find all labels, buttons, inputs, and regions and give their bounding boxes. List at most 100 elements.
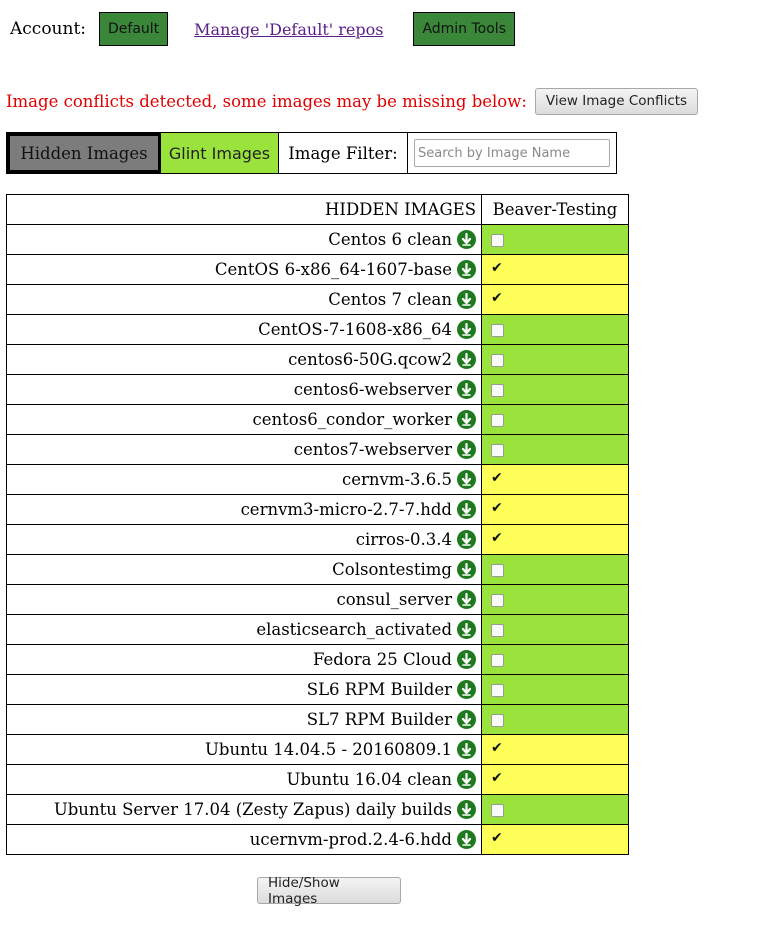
image-share-checkbox[interactable] bbox=[491, 804, 504, 817]
download-arrow-icon[interactable] bbox=[457, 740, 476, 759]
table-row: Centos 7 clean bbox=[6, 284, 629, 315]
image-name-cell: Centos 6 clean bbox=[6, 224, 482, 255]
image-name-wrapper: CentOS-7-1608-x86_64 bbox=[258, 320, 476, 339]
download-arrow-icon[interactable] bbox=[457, 470, 476, 489]
image-tabs: Hidden Images Glint Images Image Filter: bbox=[6, 132, 617, 174]
download-arrow-icon[interactable] bbox=[457, 650, 476, 669]
image-name-wrapper: elasticsearch_activated bbox=[256, 620, 476, 639]
image-share-checkbox[interactable] bbox=[491, 830, 504, 847]
project-checkbox-cell bbox=[481, 704, 629, 735]
table-row: SL6 RPM Builder bbox=[6, 674, 629, 705]
image-share-checkbox[interactable] bbox=[491, 354, 504, 367]
image-share-checkbox[interactable] bbox=[491, 260, 504, 277]
download-arrow-icon[interactable] bbox=[457, 560, 476, 579]
image-share-checkbox[interactable] bbox=[491, 740, 504, 757]
image-share-checkbox[interactable] bbox=[491, 770, 504, 787]
image-share-checkbox[interactable] bbox=[491, 564, 504, 577]
image-name: centos6-webserver bbox=[293, 380, 452, 399]
image-share-checkbox[interactable] bbox=[491, 684, 504, 697]
image-name-wrapper: Ubuntu Server 17.04 (Zesty Zapus) daily … bbox=[54, 800, 476, 819]
image-share-checkbox[interactable] bbox=[491, 444, 504, 457]
image-name-cell: Fedora 25 Cloud bbox=[6, 644, 482, 675]
image-share-checkbox[interactable] bbox=[491, 324, 504, 337]
download-arrow-icon[interactable] bbox=[457, 350, 476, 369]
table-row: centos7-webserver bbox=[6, 434, 629, 465]
project-checkbox-cell bbox=[481, 554, 629, 585]
project-checkbox-cell bbox=[481, 374, 629, 405]
download-arrow-icon[interactable] bbox=[457, 620, 476, 639]
image-name: cirros-0.3.4 bbox=[355, 530, 452, 549]
image-share-checkbox[interactable] bbox=[491, 594, 504, 607]
image-name: cernvm-3.6.5 bbox=[341, 470, 452, 489]
image-share-checkbox[interactable] bbox=[491, 624, 504, 637]
table-row: elasticsearch_activated bbox=[6, 614, 629, 645]
tab-glint-images[interactable]: Glint Images bbox=[161, 133, 279, 173]
image-share-checkbox[interactable] bbox=[491, 290, 504, 307]
image-name: SL7 RPM Builder bbox=[306, 710, 452, 729]
account-default-button[interactable]: Default bbox=[99, 12, 169, 46]
image-name: Ubuntu Server 17.04 (Zesty Zapus) daily … bbox=[53, 800, 452, 819]
project-checkbox-cell bbox=[481, 764, 629, 795]
project-checkbox-cell bbox=[481, 404, 629, 435]
project-header: Beaver-Testing bbox=[481, 194, 629, 225]
image-name-cell: CentOS-7-1608-x86_64 bbox=[6, 314, 482, 345]
conflict-banner: Image conflicts detected, some images ma… bbox=[6, 87, 699, 115]
image-name-wrapper: Centos 6 clean bbox=[328, 230, 476, 249]
download-arrow-icon[interactable] bbox=[457, 260, 476, 279]
table-row: CentOS-7-1608-x86_64 bbox=[6, 314, 629, 345]
download-arrow-icon[interactable] bbox=[457, 800, 476, 819]
image-name: Centos 7 clean bbox=[328, 290, 452, 309]
image-share-checkbox[interactable] bbox=[491, 530, 504, 547]
tab-hidden-images[interactable]: Hidden Images bbox=[7, 133, 161, 173]
project-checkbox-cell bbox=[481, 734, 629, 765]
download-arrow-icon[interactable] bbox=[457, 290, 476, 309]
image-share-checkbox[interactable] bbox=[491, 384, 504, 397]
image-share-checkbox[interactable] bbox=[491, 654, 504, 667]
project-checkbox-cell bbox=[481, 824, 629, 855]
download-arrow-icon[interactable] bbox=[457, 710, 476, 729]
project-checkbox-cell bbox=[481, 674, 629, 705]
admin-tools-button[interactable]: Admin Tools bbox=[413, 12, 515, 46]
project-checkbox-cell bbox=[481, 524, 629, 555]
image-filter-input[interactable] bbox=[414, 139, 610, 167]
download-arrow-icon[interactable] bbox=[457, 530, 476, 549]
download-arrow-icon[interactable] bbox=[457, 410, 476, 429]
download-arrow-icon[interactable] bbox=[457, 500, 476, 519]
image-share-checkbox[interactable] bbox=[491, 234, 504, 247]
image-name-cell: cernvm-3.6.5 bbox=[6, 464, 482, 495]
table-row: CentOS 6-x86_64-1607-base bbox=[6, 254, 629, 285]
project-checkbox-cell bbox=[481, 284, 629, 315]
table-row: cernvm3-micro-2.7-7.hdd bbox=[6, 494, 629, 525]
download-arrow-icon[interactable] bbox=[457, 380, 476, 399]
download-arrow-icon[interactable] bbox=[457, 830, 476, 849]
image-name: ucernvm-prod.2.4-6.hdd bbox=[249, 830, 452, 849]
image-name-wrapper: Centos 7 clean bbox=[328, 290, 476, 309]
download-arrow-icon[interactable] bbox=[457, 320, 476, 339]
image-name: consul_server bbox=[336, 590, 452, 609]
image-name-wrapper: Ubuntu 16.04 clean bbox=[287, 770, 476, 789]
download-arrow-icon[interactable] bbox=[457, 770, 476, 789]
image-share-checkbox[interactable] bbox=[491, 470, 504, 487]
conflict-message: Image conflicts detected, some images ma… bbox=[6, 91, 527, 111]
image-name: Fedora 25 Cloud bbox=[312, 650, 452, 669]
image-name-cell: centos6_condor_worker bbox=[6, 404, 482, 435]
project-checkbox-cell bbox=[481, 314, 629, 345]
image-share-checkbox[interactable] bbox=[491, 414, 504, 427]
image-name-cell: SL7 RPM Builder bbox=[6, 704, 482, 735]
download-arrow-icon[interactable] bbox=[457, 440, 476, 459]
table-row: Centos 6 clean bbox=[6, 224, 629, 255]
view-conflicts-button[interactable]: View Image Conflicts bbox=[534, 87, 699, 115]
image-name-cell: cernvm3-micro-2.7-7.hdd bbox=[6, 494, 482, 525]
image-name-wrapper: centos6_condor_worker bbox=[253, 410, 476, 429]
manage-repos-link[interactable]: Manage 'Default' repos bbox=[194, 19, 384, 39]
image-name: Centos 6 clean bbox=[328, 230, 452, 249]
download-arrow-icon[interactable] bbox=[457, 680, 476, 699]
download-arrow-icon[interactable] bbox=[457, 230, 476, 249]
image-share-checkbox[interactable] bbox=[491, 500, 504, 517]
table-row: ucernvm-prod.2.4-6.hdd bbox=[6, 824, 629, 855]
image-name-cell: centos6-webserver bbox=[6, 374, 482, 405]
image-share-checkbox[interactable] bbox=[491, 714, 504, 727]
download-arrow-icon[interactable] bbox=[457, 590, 476, 609]
hide-show-images-button[interactable]: Hide/Show Images bbox=[257, 875, 401, 907]
table-body: Centos 6 clean CentOS 6-x86_64-1607-base C… bbox=[6, 224, 629, 855]
